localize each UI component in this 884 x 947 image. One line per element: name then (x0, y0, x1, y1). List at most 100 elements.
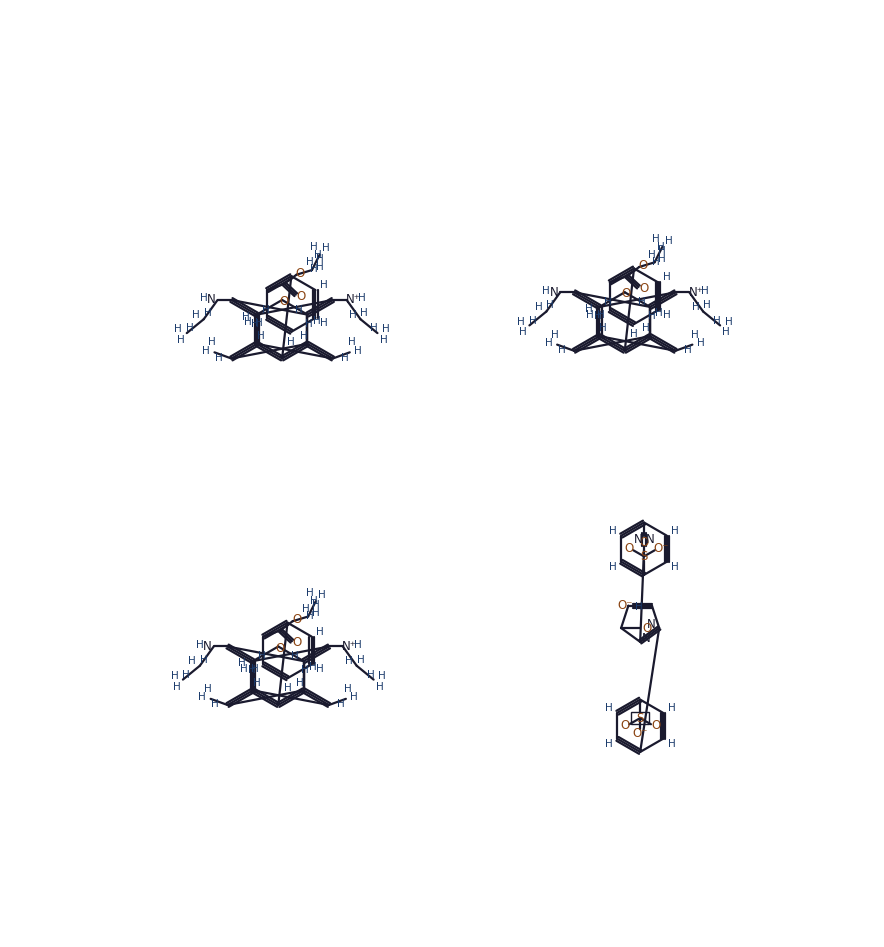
Text: O: O (621, 720, 629, 732)
Text: H: H (295, 305, 302, 314)
Text: N: N (207, 294, 216, 307)
Text: H: H (520, 328, 527, 337)
Text: H: H (345, 656, 353, 666)
Text: H: H (349, 310, 356, 319)
Text: H: H (672, 526, 679, 536)
Text: H: H (648, 250, 656, 259)
Text: H: H (659, 246, 667, 256)
Text: H: H (586, 310, 594, 319)
Text: H: H (348, 337, 356, 348)
Text: H: H (312, 600, 320, 610)
Text: H: H (703, 300, 711, 311)
Text: H: H (546, 300, 554, 311)
Text: O⁻: O⁻ (617, 599, 633, 612)
Text: H: H (215, 352, 223, 363)
Text: H: H (174, 324, 182, 334)
Text: H: H (663, 273, 671, 282)
Text: N: N (647, 618, 656, 632)
Text: H: H (338, 699, 345, 709)
Text: H: H (209, 337, 216, 348)
Text: H: H (173, 682, 180, 691)
Text: H: H (684, 345, 691, 355)
Text: H: H (203, 308, 211, 318)
Text: H: H (672, 562, 679, 572)
Text: H: H (535, 302, 543, 312)
Text: H: H (239, 658, 246, 669)
Text: H: H (242, 312, 250, 322)
Text: H: H (186, 324, 194, 333)
Text: H: H (320, 318, 328, 328)
Text: H: H (255, 318, 263, 328)
Text: H: H (659, 255, 667, 264)
Text: H: H (309, 662, 316, 672)
Text: H: H (370, 324, 378, 333)
Text: H: H (545, 338, 552, 348)
Text: H: H (256, 331, 264, 341)
Text: H: H (344, 684, 352, 694)
Text: H: H (657, 241, 665, 252)
Text: O: O (624, 543, 633, 555)
Bar (631, 712, 650, 724)
Text: H: H (643, 324, 650, 333)
Text: O: O (293, 636, 302, 650)
Text: H: H (284, 684, 292, 693)
Text: H: H (598, 311, 606, 320)
Text: O: O (642, 621, 652, 634)
Text: N: N (550, 286, 559, 299)
Text: H: H (691, 302, 699, 312)
Text: H: H (314, 250, 322, 259)
Text: H: H (605, 703, 613, 713)
Text: H: H (665, 236, 673, 246)
Text: H: H (630, 329, 638, 339)
Text: H: H (244, 317, 251, 328)
Text: H: H (605, 739, 613, 749)
Text: H: H (253, 678, 261, 688)
Text: H: H (182, 670, 190, 680)
Text: O: O (639, 536, 649, 549)
Text: H: H (310, 597, 318, 606)
Text: O: O (621, 287, 631, 300)
Text: H: H (713, 315, 720, 326)
Text: H: H (517, 316, 525, 327)
Text: H: H (350, 692, 358, 703)
Text: H: H (262, 305, 270, 314)
Text: O: O (639, 282, 649, 295)
Text: H: H (382, 324, 390, 334)
Text: H: H (637, 297, 645, 307)
Text: H: H (300, 331, 308, 341)
Text: O: O (296, 290, 306, 303)
Text: H: H (316, 665, 324, 674)
Text: H: H (192, 310, 200, 319)
Text: H: H (636, 602, 643, 612)
Text: H: H (309, 241, 317, 252)
Text: H: H (725, 316, 733, 327)
Text: H: H (296, 678, 303, 688)
Text: H: H (551, 330, 559, 340)
Text: O: O (279, 295, 288, 308)
Text: H: H (320, 280, 328, 290)
Text: H: H (301, 666, 309, 675)
Text: H: H (648, 312, 656, 321)
Text: H: H (380, 335, 387, 345)
Text: H: H (361, 308, 369, 318)
Text: H: H (306, 611, 314, 621)
Text: H: H (667, 739, 675, 749)
Text: O: O (638, 259, 648, 272)
Text: H: H (341, 352, 349, 363)
Text: H: H (605, 297, 612, 307)
Text: H: H (376, 682, 384, 691)
Text: H: H (609, 562, 616, 572)
Text: H: H (354, 346, 362, 356)
Text: H: H (722, 328, 730, 337)
Text: H: H (305, 319, 313, 329)
Text: H: H (306, 258, 314, 267)
Text: H: H (316, 254, 324, 263)
Text: N: N (634, 533, 642, 546)
Text: N⁺: N⁺ (689, 286, 704, 299)
Text: H: H (690, 330, 698, 340)
Text: O: O (275, 641, 285, 654)
Text: H: H (652, 257, 660, 267)
Text: H: H (367, 670, 375, 680)
Text: H: H (358, 294, 366, 303)
Text: H: H (258, 652, 265, 661)
